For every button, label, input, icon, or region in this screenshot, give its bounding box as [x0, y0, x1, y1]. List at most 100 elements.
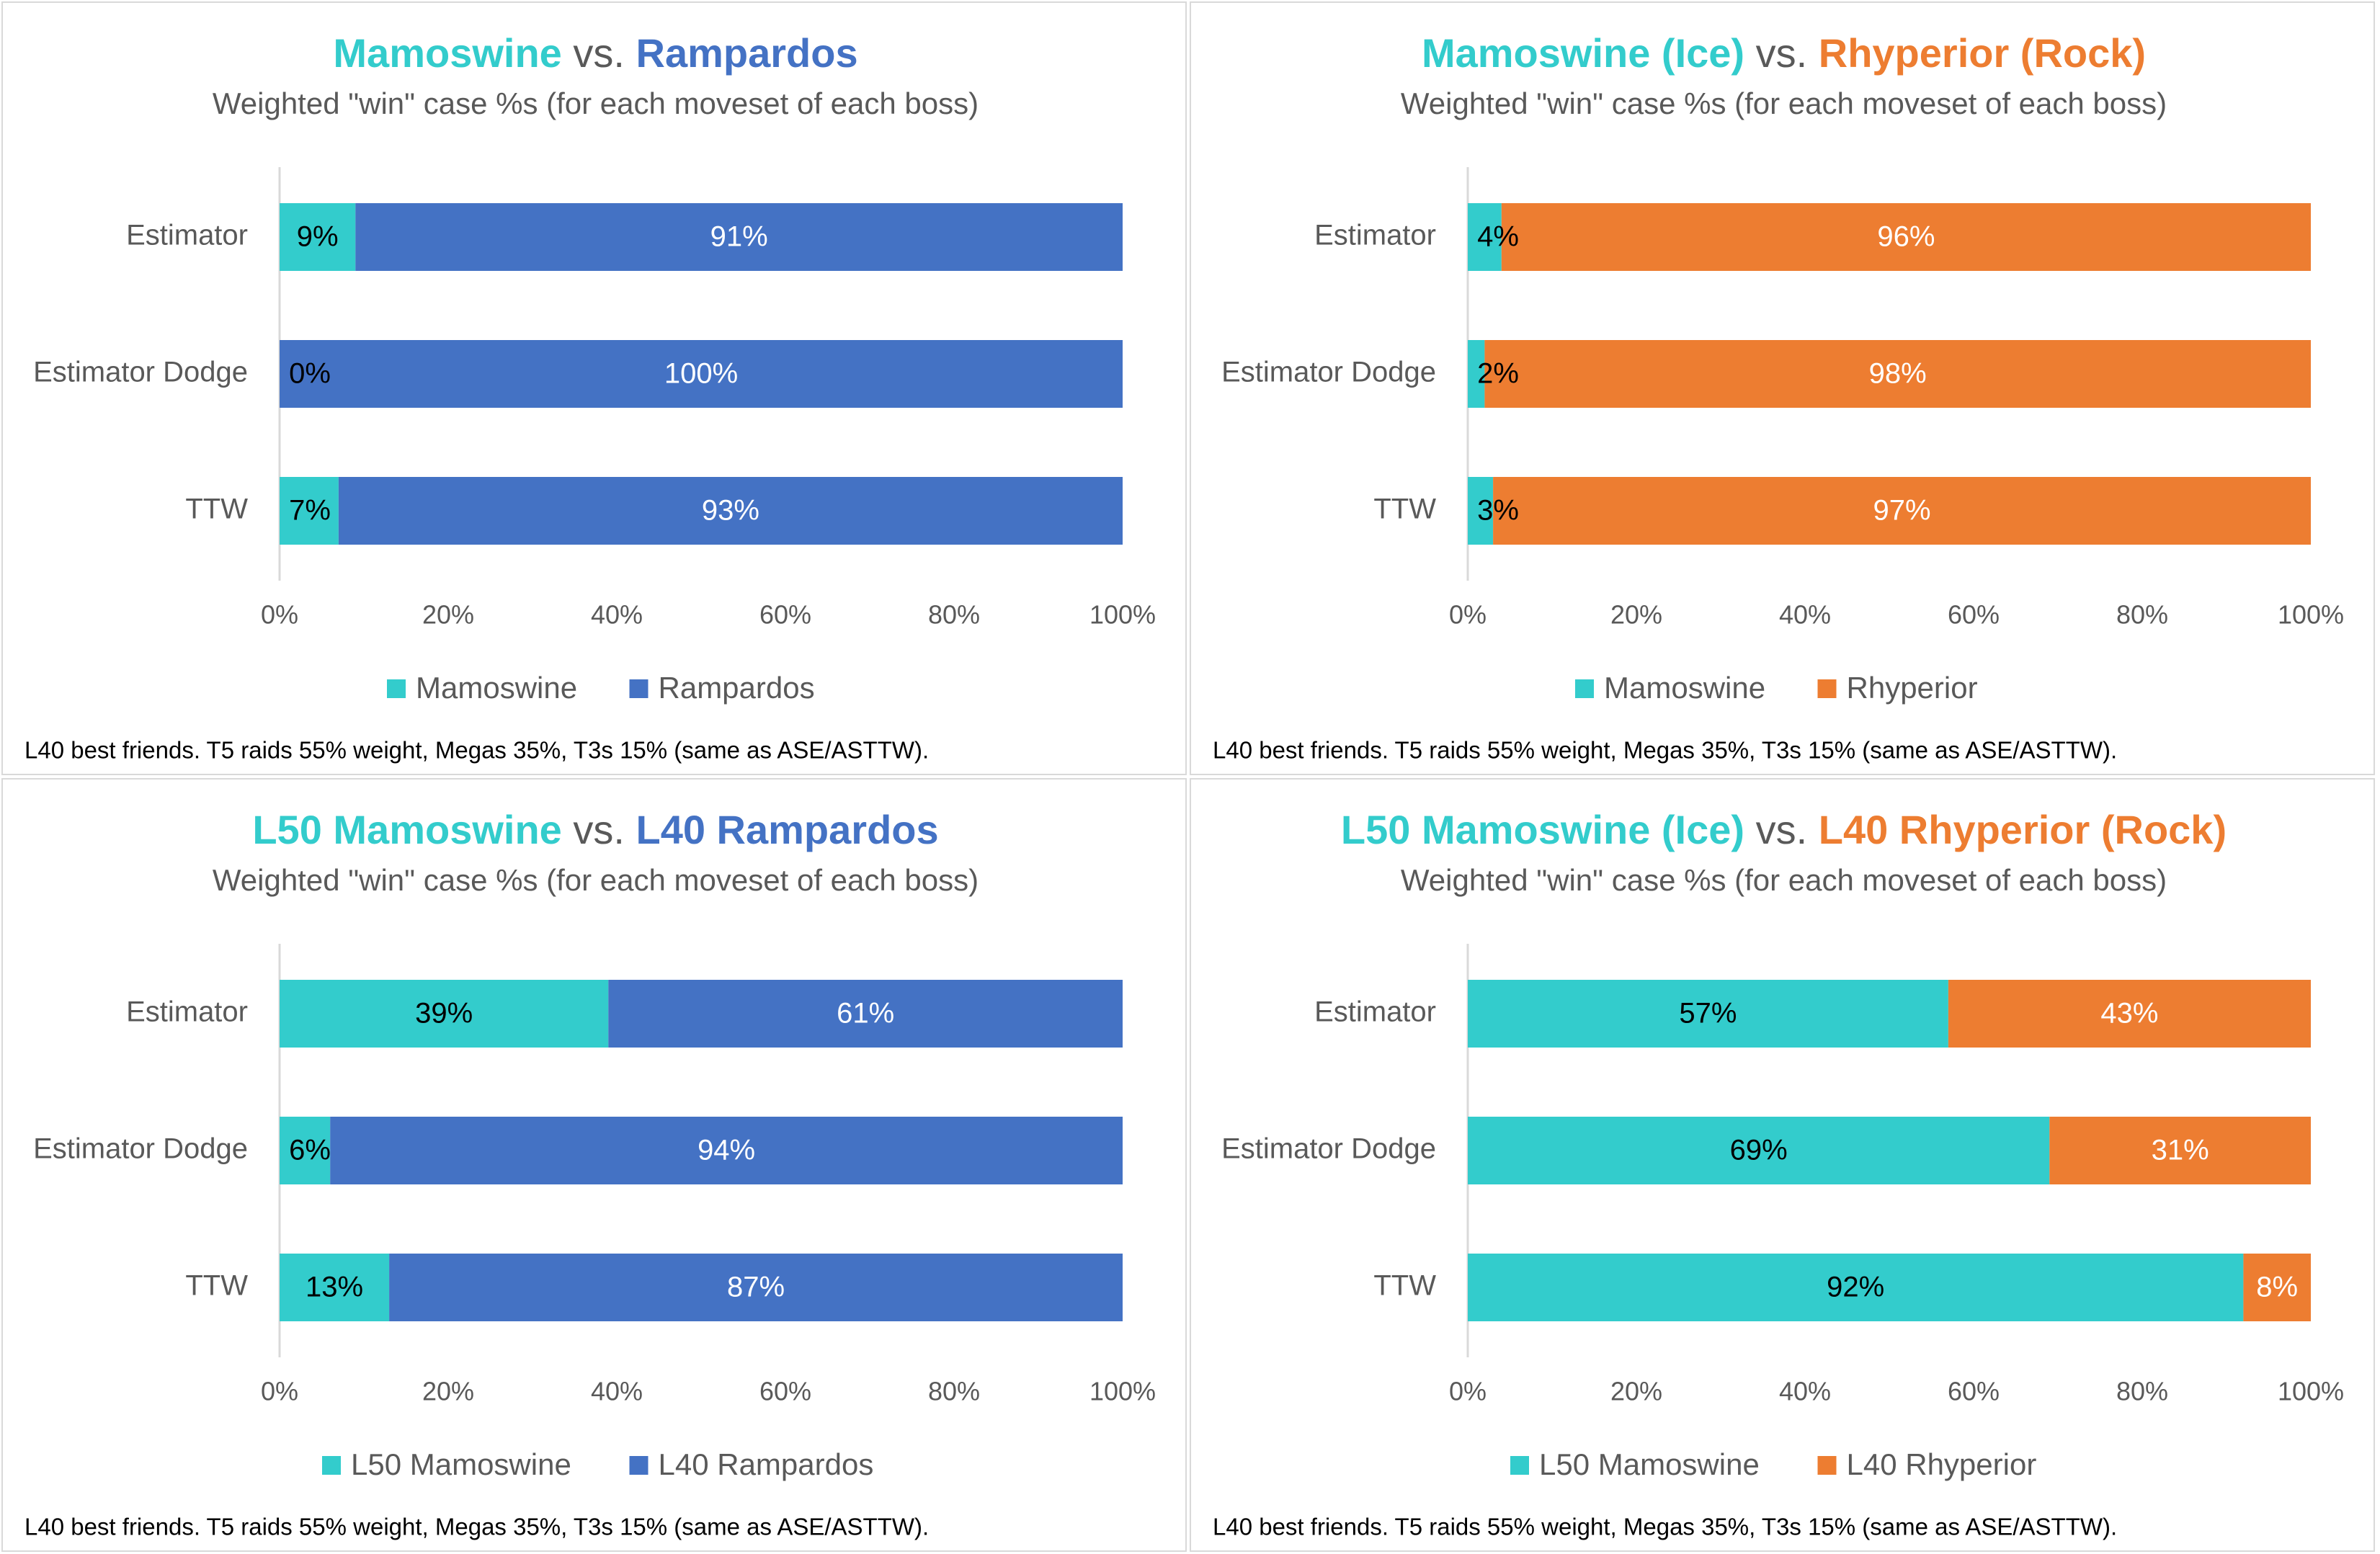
data-label: 43%: [2100, 998, 2158, 1030]
chart-title-part: Mamoswine: [333, 30, 561, 76]
x-tick-label: 40%: [1779, 1377, 1831, 1406]
chart-title-part: L50 Mamoswine: [252, 807, 561, 852]
x-tick-label: 60%: [759, 1377, 811, 1406]
legend-label: L50 Mamoswine: [351, 1447, 571, 1481]
x-tick-label: 0%: [1449, 1377, 1487, 1406]
x-tick-label: 100%: [2278, 600, 2344, 630]
category-label: Estimator: [1314, 220, 1436, 251]
data-label: 92%: [1827, 1272, 1884, 1303]
chart-title: L50 Mamoswine (Ice) vs. L40 Rhyperior (R…: [1341, 807, 2227, 852]
data-label: 8%: [2256, 1272, 2298, 1303]
x-tick-label: 40%: [591, 600, 643, 630]
bar-segment-right: [338, 477, 1123, 545]
chart-title-part: vs.: [562, 807, 636, 852]
chart-subtitle: Weighted "win" case %s (for each moveset…: [213, 86, 979, 120]
chart-title-part: Mamoswine (Ice): [1422, 30, 1744, 76]
data-label: 87%: [727, 1272, 785, 1303]
data-label: 3%: [1477, 495, 1519, 527]
legend-label: Mamoswine: [1604, 671, 1765, 705]
chart-svg: L50 Mamoswine vs. L40 Rampardos Weighted …: [24, 807, 1156, 1540]
bar-segment-right: [608, 980, 1123, 1048]
bar-segment-right: [2049, 1117, 2311, 1184]
category-label: Estimator Dodge: [33, 357, 248, 388]
data-label: 94%: [697, 1135, 755, 1166]
legend-swatch: [1575, 679, 1594, 698]
x-tick-label: 100%: [1089, 1377, 1156, 1406]
bar-segment-left: [1468, 1254, 2244, 1321]
bar-segment-right: [1501, 203, 2311, 271]
chart-svg: L50 Mamoswine (Ice) vs. L40 Rhyperior (R…: [1213, 807, 2344, 1540]
data-label: 2%: [1477, 358, 1519, 390]
chart-footnote: L40 best friends. T5 raids 55% weight, M…: [1213, 1514, 2117, 1540]
chart-footnote: L40 best friends. T5 raids 55% weight, M…: [24, 737, 929, 764]
x-tick-label: 80%: [2116, 600, 2168, 630]
legend-swatch: [629, 679, 649, 698]
data-label: 4%: [1477, 221, 1519, 253]
bar-segment-left: [280, 1117, 331, 1184]
category-label: TTW: [1373, 494, 1436, 525]
chart-subtitle: Weighted "win" case %s (for each moveset…: [1401, 863, 2167, 897]
data-label: 97%: [1873, 495, 1931, 527]
data-label: 13%: [306, 1272, 363, 1303]
chart-title: Mamoswine (Ice) vs. Rhyperior (Rock): [1422, 30, 2146, 76]
chart-title-part: vs.: [562, 30, 636, 76]
bar-segment-right: [330, 1117, 1123, 1184]
category-label: Estimator: [1314, 996, 1436, 1028]
data-label: 39%: [415, 998, 473, 1030]
chart-title: Mamoswine vs. Rampardos: [333, 30, 857, 76]
x-tick-label: 40%: [1779, 600, 1831, 630]
x-tick-label: 60%: [1948, 1377, 2000, 1406]
chart-title-part: vs.: [1744, 30, 1819, 76]
chart-subtitle: Weighted "win" case %s (for each moveset…: [1401, 86, 2167, 120]
category-label: TTW: [1373, 1270, 1436, 1302]
x-tick-label: 80%: [928, 1377, 980, 1406]
bar-segment-right: [1948, 980, 2311, 1048]
data-label: 96%: [1877, 221, 1935, 253]
bar-segment-right: [280, 340, 1123, 408]
x-tick-label: 0%: [1449, 600, 1487, 630]
bar-segment-left: [280, 980, 609, 1048]
legend-label: Mamoswine: [416, 671, 577, 705]
category-label: Estimator: [126, 220, 248, 251]
data-label: 61%: [837, 998, 894, 1030]
x-tick-label: 40%: [591, 1377, 643, 1406]
category-label: Estimator Dodge: [1221, 1133, 1436, 1165]
legend-swatch: [1510, 1456, 1529, 1475]
legend-swatch: [387, 679, 406, 698]
legend-swatch: [629, 1456, 649, 1475]
category-label: Estimator Dodge: [1221, 357, 1436, 388]
bar-segment-left: [1468, 980, 1948, 1048]
data-label: 57%: [1679, 998, 1737, 1030]
x-tick-label: 20%: [422, 600, 474, 630]
x-tick-label: 20%: [1610, 600, 1662, 630]
x-tick-label: 100%: [2278, 1377, 2344, 1406]
category-label: TTW: [185, 494, 248, 525]
chart-panel: L50 Mamoswine vs. L40 Rampardos Weighted …: [1, 778, 1187, 1552]
chart-title-part: vs.: [1744, 807, 1819, 852]
bar-segment-left: [280, 203, 356, 271]
chart-svg: Mamoswine vs. Rampardos Weighted "win" ca…: [24, 30, 1156, 764]
chart-panel: Mamoswine (Ice) vs. Rhyperior (Rock) Weig…: [1190, 1, 2375, 775]
x-tick-label: 0%: [261, 1377, 298, 1406]
bar-segment-left: [1468, 477, 1494, 545]
chart-footnote: L40 best friends. T5 raids 55% weight, M…: [1213, 737, 2117, 764]
x-tick-label: 60%: [759, 600, 811, 630]
chart-panel: L50 Mamoswine (Ice) vs. L40 Rhyperior (R…: [1190, 778, 2375, 1552]
chart-subtitle: Weighted "win" case %s (for each moveset…: [213, 863, 979, 897]
legend-swatch: [1817, 679, 1837, 698]
x-tick-label: 60%: [1948, 600, 2000, 630]
chart-footnote: L40 best friends. T5 raids 55% weight, M…: [24, 1514, 929, 1540]
x-tick-label: 20%: [1610, 1377, 1662, 1406]
data-label: 91%: [710, 221, 768, 253]
legend-label: L40 Rhyperior: [1847, 1447, 2037, 1481]
data-label: 6%: [289, 1135, 331, 1166]
bar-segment-left: [280, 477, 339, 545]
x-tick-label: 80%: [928, 600, 980, 630]
bar-segment-left: [1468, 1117, 2050, 1184]
data-label: 0%: [289, 358, 331, 390]
data-label: 9%: [297, 221, 339, 253]
chart-panel: Mamoswine vs. Rampardos Weighted "win" ca…: [1, 1, 1187, 775]
category-label: TTW: [185, 1270, 248, 1302]
data-label: 93%: [702, 495, 759, 527]
